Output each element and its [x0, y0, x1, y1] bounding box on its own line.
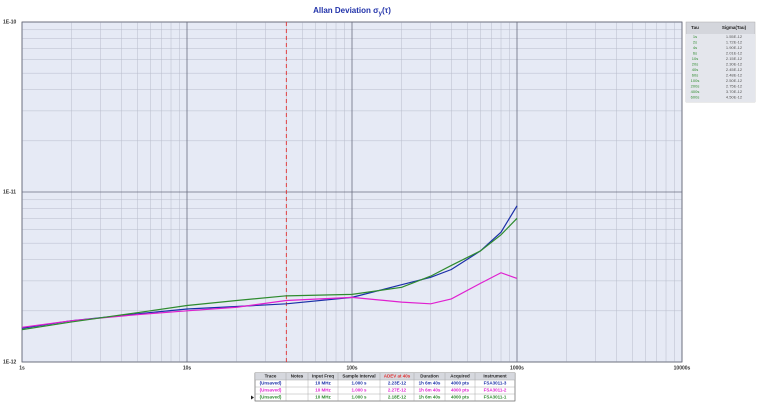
trace-table-header: Instrument	[483, 374, 507, 379]
series-line	[21, 272, 518, 328]
chart-title: Allan Deviation σy(τ)	[313, 6, 391, 16]
trace-table-cell: 1.000 s	[351, 381, 367, 386]
tau-table-cell: 20s	[692, 62, 698, 67]
tau-table-cell: 2s	[693, 40, 697, 45]
trace-table-cell: 1h 6m 40s	[419, 395, 441, 400]
tau-table-cell: 100s	[691, 78, 700, 83]
trace-table-cell: (Unsaved)	[260, 395, 282, 400]
tau-table-cell: 4s	[693, 45, 697, 50]
tau-table-cell: 60s	[692, 73, 698, 78]
tau-table-cell: 10s	[692, 56, 698, 61]
tau-table-cell: 2.48E-12	[726, 73, 743, 78]
trace-table-cell: 4000 pts	[451, 381, 470, 386]
trace-table-header: ADEV at 40s	[384, 374, 411, 379]
title-sub: y	[379, 11, 383, 17]
trace-table-cell: 4000 pts	[451, 395, 470, 400]
trace-table-cell: FSA3011-3	[484, 381, 507, 386]
x-tick-label: 1s	[19, 365, 25, 371]
trace-table-header: Acquired	[450, 374, 470, 379]
tau-table-header: Sigma(Tau)	[722, 25, 747, 30]
tau-table-cell: 2.15E-12	[726, 56, 743, 61]
trace-table-cell: 2.27E-12	[388, 388, 407, 393]
tau-table-cell: 4.50E-12	[726, 95, 743, 100]
trace-table-cell: 2.23E-12	[388, 381, 407, 386]
tau-table-body	[686, 34, 755, 102]
trace-table-header: Sample Interval	[342, 374, 375, 379]
tau-table-cell: 1.90E-12	[726, 45, 743, 50]
trace-table-cell: (Unsaved)	[260, 388, 282, 393]
tau-table-cell: 600s	[691, 95, 700, 100]
tau-table-cell: 6s	[693, 51, 697, 56]
trace-table-header-bg	[255, 373, 515, 380]
trace-table-cell: 1h 6m 40s	[419, 381, 441, 386]
tau-table-cell: 2.75E-12	[726, 84, 743, 89]
x-tick-label: 100s	[346, 365, 357, 371]
trace-table-cell: 4000 pts	[451, 388, 470, 393]
tau-table-header: Tau	[691, 25, 699, 30]
y-tick-label: 1E-12	[3, 359, 17, 365]
trace-table-cell: (Unsaved)	[260, 381, 282, 386]
trace-table-cell: 1.000 s	[351, 388, 367, 393]
tau-table-cell: 400s	[691, 89, 700, 94]
tau-table-cell: 3.70E-12	[726, 89, 743, 94]
row-pointer	[251, 395, 254, 400]
trace-table-cell: 1.000 s	[351, 395, 367, 400]
tau-table-cell: 1s	[693, 34, 697, 39]
trace-table-header: Trace	[265, 374, 277, 379]
tau-table-cell: 1.55E-12	[726, 34, 743, 39]
trace-table-cell: 10 MHz	[315, 395, 331, 400]
x-tick-label: 1000s	[510, 365, 524, 371]
tau-table-cell: 200s	[691, 84, 700, 89]
tau-table-cell: 2.50E-12	[726, 78, 743, 83]
trace-table-cell: 2.18E-12	[388, 395, 407, 400]
x-tick-label: 10s	[183, 365, 192, 371]
trace-table-cell: FSA3011-2	[484, 388, 507, 393]
trace-table-cell: 1h 6m 40s	[419, 388, 441, 393]
trace-table-cell: FSA3011-1	[484, 395, 507, 400]
trace-table-header: Input Freq	[312, 374, 334, 379]
title-main: Allan Deviation σ	[313, 6, 379, 15]
x-tick-label: 10000s	[674, 365, 691, 371]
trace-table-cell: 10 MHz	[315, 381, 331, 386]
tau-table-cell: 2.45E-12	[726, 67, 743, 72]
trace-table-cell: 10 MHz	[315, 388, 331, 393]
trace-table-header: Notes	[291, 374, 304, 379]
title-tail: (τ)	[382, 6, 391, 15]
tau-table-cell: 1.72E-12	[726, 40, 743, 45]
trace-table-header: Duration	[420, 374, 439, 379]
series-line	[21, 217, 518, 331]
y-tick-label: 1E-11	[3, 189, 16, 195]
tau-table-cell: 40s	[692, 67, 698, 72]
tau-table-cell: 2.01E-12	[726, 51, 743, 56]
tau-table-cell: 2.30E-12	[726, 62, 743, 67]
y-tick-label: 1E-10	[3, 19, 17, 25]
